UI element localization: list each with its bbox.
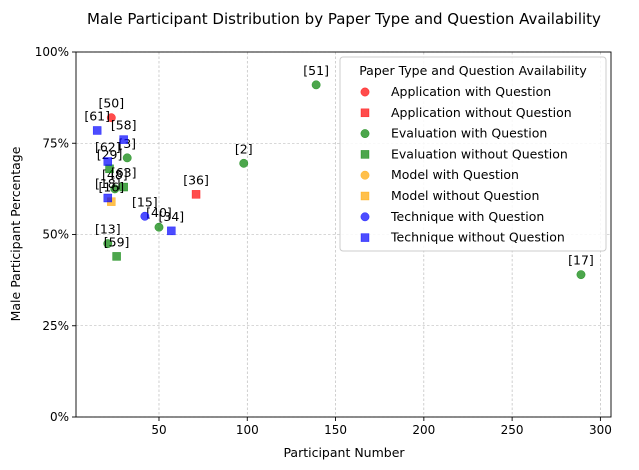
legend: Paper Type and Question Availability App… xyxy=(339,56,607,252)
y-axis-ticks: 0% 25% 50% 75% 100% xyxy=(35,45,76,424)
data-point-square xyxy=(112,252,121,261)
legend-box xyxy=(339,56,607,252)
data-point-circle xyxy=(110,184,120,194)
legend-title: Paper Type and Question Availability xyxy=(359,63,587,78)
data-point-circle xyxy=(140,211,150,221)
data-point-label: [51] xyxy=(303,63,329,78)
data-point-label: [62] xyxy=(95,140,121,155)
data-point-label: [61] xyxy=(84,108,110,123)
data-point-circle xyxy=(576,270,586,280)
data-point-circle xyxy=(154,222,164,232)
data-point-circle xyxy=(239,158,249,168)
chart-title: Male Participant Distribution by Paper T… xyxy=(87,10,601,28)
data-point-label: [13] xyxy=(95,222,121,237)
y-tick-label: 100% xyxy=(35,45,69,59)
data-point-square xyxy=(103,157,113,166)
x-tick-label: 300 xyxy=(589,423,612,437)
x-tick-label: 200 xyxy=(412,423,435,437)
data-point-label: [34] xyxy=(159,209,185,224)
data-point-square xyxy=(119,135,128,144)
data-point-label: [29] xyxy=(97,147,123,162)
x-tick-label: 250 xyxy=(501,423,524,437)
legend-marker xyxy=(360,212,370,222)
x-tick-label: 100 xyxy=(236,423,259,437)
data-point-label: [17] xyxy=(568,253,594,268)
legend-entry: Model without Question xyxy=(391,188,539,203)
data-point-square xyxy=(167,226,176,236)
data-point-label: [50] xyxy=(98,96,124,111)
data-point-label: [2] xyxy=(235,141,253,156)
legend-entry: Evaluation with Question xyxy=(391,126,547,141)
data-point-label: [59] xyxy=(104,234,130,249)
legend-marker xyxy=(360,170,370,180)
data-point-square xyxy=(191,190,201,199)
legend-marker xyxy=(360,233,370,242)
data-point-circle xyxy=(311,80,321,90)
x-axis-ticks: 50 100 150 200 250 300 xyxy=(151,417,612,437)
x-tick-label: 50 xyxy=(151,423,166,437)
legend-entry: Application without Question xyxy=(391,105,572,120)
legend-marker xyxy=(360,191,370,201)
legend-marker xyxy=(360,150,370,159)
data-point-circle xyxy=(103,239,113,249)
x-tick-label: 150 xyxy=(324,423,347,437)
y-tick-label: 50% xyxy=(42,228,69,242)
y-tick-label: 75% xyxy=(42,136,69,150)
legend-marker xyxy=(360,87,370,97)
legend-entry: Model with Question xyxy=(391,167,519,182)
y-tick-label: 25% xyxy=(42,319,69,333)
data-point-label: [58] xyxy=(111,118,137,133)
data-point-label: [36] xyxy=(183,172,209,187)
legend-entry: Application with Question xyxy=(391,84,551,99)
data-points: [50][36][51][2][3][48][40][13][17][29][6… xyxy=(84,63,594,280)
data-point-square xyxy=(119,182,128,192)
data-point-label: [63] xyxy=(111,165,137,180)
y-tick-label: 0% xyxy=(50,410,69,424)
data-point-label: [15] xyxy=(132,194,158,209)
data-point-label: [18] xyxy=(95,176,121,191)
legend-entry: Technique with Question xyxy=(390,209,544,224)
x-axis-label: Participant Number xyxy=(283,445,405,460)
legend-marker xyxy=(360,108,370,118)
y-axis-label: Male Participant Percentage xyxy=(8,146,23,321)
legend-marker xyxy=(360,129,370,139)
data-point-label: [40] xyxy=(146,205,172,220)
data-point-square xyxy=(92,126,102,135)
legend-entry: Evaluation without Question xyxy=(391,146,568,161)
data-point-circle xyxy=(122,153,132,163)
legend-entry: Technique without Question xyxy=(390,230,565,245)
data-point-circle xyxy=(106,113,116,123)
data-point-label: [16] xyxy=(98,180,124,195)
data-point-square xyxy=(103,193,113,203)
